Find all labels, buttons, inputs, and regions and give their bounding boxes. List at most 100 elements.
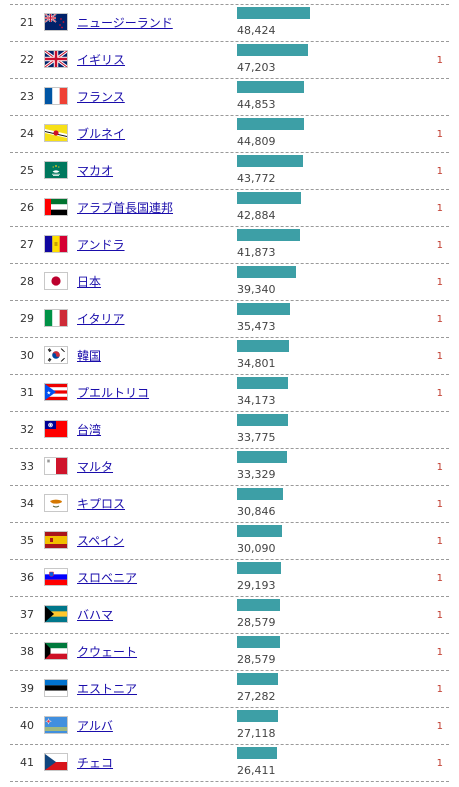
rank-change-badge: 1 [436, 647, 443, 658]
value-bar [237, 488, 283, 500]
rank-change-badge: 1 [436, 536, 443, 547]
table-row: 24 ブルネイ 44,809 1 [10, 116, 449, 153]
kuwait-flag-icon [44, 642, 68, 660]
rank-number: 28 [20, 275, 34, 288]
table-row: 27 アンドラ 41,873 1 [10, 227, 449, 264]
country-link[interactable]: 台湾 [77, 423, 102, 437]
italy-flag-icon [44, 309, 68, 327]
country-link[interactable]: キプロス [77, 497, 126, 511]
value-text: 42,884 [237, 209, 276, 222]
country-link[interactable]: プエルトリコ [77, 386, 150, 400]
rank-number: 36 [20, 571, 34, 584]
country-link[interactable]: 日本 [77, 275, 102, 289]
country-link[interactable]: マカオ [77, 164, 114, 178]
rank-number: 41 [20, 756, 34, 769]
rank-change-badge: 1 [436, 499, 443, 510]
value-bar [237, 562, 281, 574]
value-text: 26,411 [237, 764, 276, 777]
rank-change-badge: 1 [436, 351, 443, 362]
country-link[interactable]: アルバ [77, 719, 113, 733]
rank-number: 32 [20, 423, 34, 436]
value-bar [237, 673, 278, 685]
taiwan-flag-icon [44, 420, 68, 438]
rank-change-badge: 1 [436, 203, 443, 214]
country-link[interactable]: イタリア [77, 312, 125, 326]
czech-flag-icon [44, 753, 68, 771]
value-bar [237, 414, 288, 426]
rank-change-badge: 1 [436, 573, 443, 584]
value-bar [237, 118, 304, 130]
new-zealand-flag-icon [44, 13, 68, 31]
malta-flag-icon [44, 457, 68, 475]
country-link[interactable]: スロベニア [77, 571, 138, 585]
country-link[interactable]: ブルネイ [77, 127, 126, 141]
value-bar [237, 451, 287, 463]
rank-number: 27 [20, 238, 34, 251]
country-link[interactable]: アラブ首長国連邦 [77, 201, 174, 215]
country-link[interactable]: バハマ [77, 608, 114, 622]
spain-flag-icon [44, 531, 68, 549]
value-text: 41,873 [237, 246, 276, 259]
value-text: 27,282 [237, 690, 276, 703]
puerto-rico-flag-icon [44, 383, 68, 401]
country-link[interactable]: アンドラ [77, 238, 125, 252]
table-row: 35 スペイン 30,090 1 [10, 523, 449, 560]
uae-flag-icon [44, 198, 68, 216]
rank-number: 39 [20, 682, 34, 695]
rank-number: 24 [20, 127, 34, 140]
table-row: 40 アルバ 27,118 1 [10, 708, 449, 745]
cyprus-flag-icon [44, 494, 68, 512]
table-row: 25 マカオ 43,772 1 [10, 153, 449, 190]
rank-number: 37 [20, 608, 34, 621]
value-text: 28,579 [237, 616, 276, 629]
table-row: 22 イギリス 47,203 1 [10, 42, 449, 79]
rank-number: 33 [20, 460, 34, 473]
value-bar [237, 81, 304, 93]
value-text: 29,193 [237, 579, 276, 592]
value-bar [237, 7, 310, 19]
table-row: 30 韓国 34,801 1 [10, 338, 449, 375]
rank-number: 26 [20, 201, 34, 214]
value-bar [237, 340, 289, 352]
value-bar [237, 155, 303, 167]
country-link[interactable]: イギリス [77, 53, 126, 67]
uk-flag-icon [44, 50, 68, 68]
rank-number: 23 [20, 90, 34, 103]
country-link[interactable]: 韓国 [77, 349, 102, 363]
rank-change-badge: 1 [436, 166, 443, 177]
country-link[interactable]: フランス [77, 90, 125, 104]
value-text: 47,203 [237, 61, 276, 74]
value-bar [237, 303, 290, 315]
country-link[interactable]: クウェート [77, 645, 138, 659]
country-link[interactable]: マルタ [77, 460, 114, 474]
rank-change-badge: 1 [436, 55, 443, 66]
value-bar [237, 229, 300, 241]
country-link[interactable]: ニュージーランド [77, 16, 173, 30]
value-text: 48,424 [237, 24, 276, 37]
country-link[interactable]: エストニア [77, 682, 138, 696]
rank-change-badge: 1 [436, 240, 443, 251]
country-link[interactable]: スペイン [77, 534, 125, 548]
table-row: 36 スロベニア 29,193 1 [10, 560, 449, 597]
macau-flag-icon [44, 161, 68, 179]
table-row: 23 フランス 44,853 [10, 79, 449, 116]
value-text: 43,772 [237, 172, 276, 185]
aruba-flag-icon [44, 716, 68, 734]
brunei-flag-icon [44, 124, 68, 142]
table-row: 34 キプロス 30,846 1 [10, 486, 449, 523]
table-row: 28 日本 39,340 1 [10, 264, 449, 301]
rank-change-badge: 1 [436, 684, 443, 695]
value-text: 33,775 [237, 431, 276, 444]
table-row: 31 プエルトリコ 34,173 1 [10, 375, 449, 412]
rank-change-badge: 1 [436, 462, 443, 473]
estonia-flag-icon [44, 679, 68, 697]
country-link[interactable]: チェコ [77, 756, 114, 770]
rank-change-badge: 1 [436, 129, 443, 140]
value-bar [237, 377, 288, 389]
value-bar [237, 599, 280, 611]
rank-number: 21 [20, 16, 34, 29]
table-row: 41 チェコ 26,411 1 [10, 745, 449, 782]
table-row: 32 台湾 33,775 [10, 412, 449, 449]
value-text: 30,846 [237, 505, 276, 518]
